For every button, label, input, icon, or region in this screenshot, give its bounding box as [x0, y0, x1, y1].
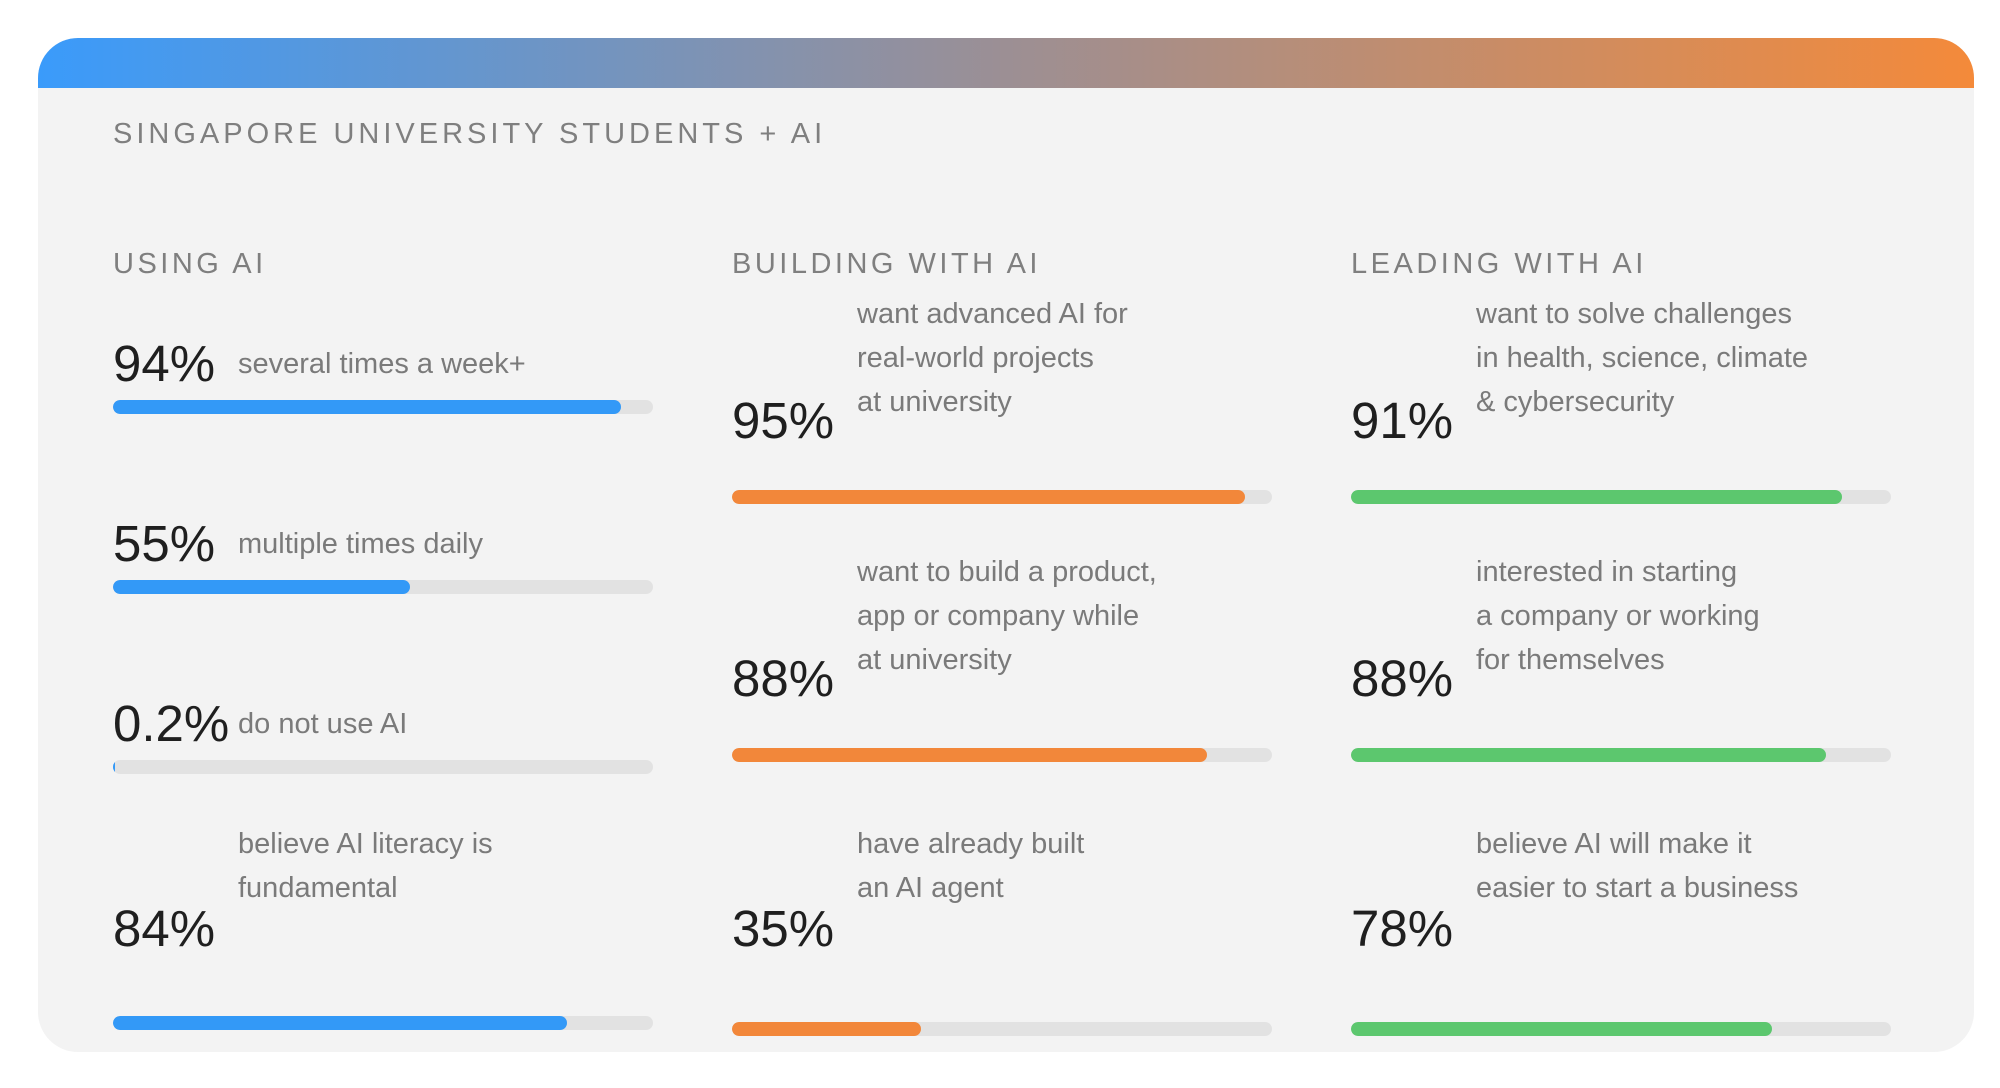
- progress-bar: [113, 1016, 567, 1030]
- progress-bar: [113, 580, 410, 594]
- stat-description: interested in starting a company or worki…: [1476, 550, 1760, 682]
- progress-track: [1351, 490, 1891, 504]
- description-line: do not use AI: [238, 708, 408, 740]
- stat-description: believe AI will make it easier to start a…: [1476, 822, 1798, 910]
- description-line: want to build a product,: [857, 556, 1157, 588]
- description-line: a company or working: [1476, 600, 1760, 632]
- stats-card: SINGAPORE UNIVERSITY STUDENTS + AI USING…: [38, 38, 1974, 1052]
- description-line: interested in starting: [1476, 556, 1738, 588]
- description-line: several times a week+: [238, 348, 526, 380]
- description-line: fundamental: [238, 872, 398, 904]
- stat-description: want to solve challenges in health, scien…: [1476, 292, 1808, 424]
- stat-description: want advanced AI for real-world projects a…: [857, 292, 1128, 424]
- progress-bar: [732, 1022, 921, 1036]
- stat-percentage: 88%: [1351, 650, 1454, 707]
- description-line: have already built: [857, 828, 1085, 860]
- progress-bar: [113, 400, 621, 414]
- progress-track: [732, 1022, 1272, 1036]
- stat-percentage: 0.2%: [113, 695, 230, 752]
- stat-percentage: 88%: [732, 650, 835, 707]
- description-line: real-world projects: [857, 342, 1094, 374]
- stat-description: want to build a product, app or company w…: [857, 550, 1157, 682]
- progress-track: [1351, 1022, 1891, 1036]
- gradient-header-bar: [38, 38, 1974, 88]
- progress-bar: [1351, 490, 1843, 504]
- description-line: want to solve challenges: [1476, 298, 1792, 330]
- stat-percentage: 84%: [113, 900, 216, 957]
- progress-track: [732, 748, 1272, 762]
- description-line: believe AI literacy is: [238, 828, 493, 860]
- progress-track: [1351, 748, 1891, 762]
- description-line: multiple times daily: [238, 528, 483, 560]
- description-line: believe AI will make it: [1476, 828, 1752, 860]
- column-heading: LEADING WITH AI: [1351, 248, 1647, 280]
- description-line: at university: [857, 386, 1012, 418]
- stat-description: have already built an AI agent: [857, 822, 1084, 910]
- stat-description: multiple times daily: [238, 522, 483, 566]
- description-line: & cybersecurity: [1476, 386, 1675, 418]
- progress-track: [113, 760, 653, 774]
- progress-bar: [113, 760, 115, 774]
- progress-bar: [732, 490, 1245, 504]
- stat-description: do not use AI: [238, 702, 407, 746]
- progress-track: [113, 400, 653, 414]
- description-line: at university: [857, 644, 1012, 676]
- description-line: app or company while: [857, 600, 1140, 632]
- column-heading: BUILDING WITH AI: [732, 248, 1041, 280]
- description-line: an AI agent: [857, 872, 1004, 904]
- stat-percentage: 55%: [113, 515, 216, 572]
- stat-description: several times a week+: [238, 342, 526, 386]
- stat-percentage: 91%: [1351, 392, 1454, 449]
- progress-bar: [1351, 748, 1827, 762]
- stat-percentage: 78%: [1351, 900, 1454, 957]
- stat-percentage: 35%: [732, 900, 835, 957]
- progress-bar: [1351, 1022, 1773, 1036]
- stat-percentage: 95%: [732, 392, 835, 449]
- description-line: in health, science, climate: [1476, 342, 1809, 374]
- page-title: SINGAPORE UNIVERSITY STUDENTS + AI: [113, 118, 827, 150]
- description-line: want advanced AI for: [857, 298, 1128, 330]
- progress-track: [113, 580, 653, 594]
- column-heading: USING AI: [113, 248, 267, 280]
- stat-description: believe AI literacy is fundamental: [238, 822, 493, 910]
- progress-bar: [732, 748, 1208, 762]
- progress-track: [732, 490, 1272, 504]
- stat-percentage: 94%: [113, 335, 216, 392]
- progress-track: [113, 1016, 653, 1030]
- description-line: for themselves: [1476, 644, 1665, 676]
- description-line: easier to start a business: [1476, 872, 1799, 904]
